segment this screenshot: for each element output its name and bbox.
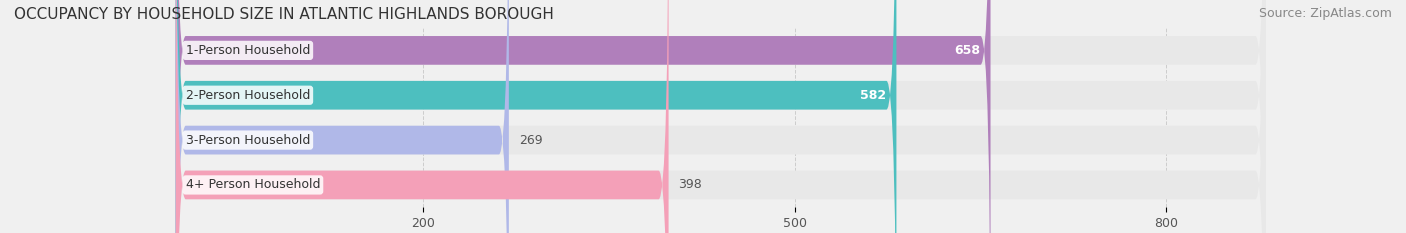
FancyBboxPatch shape	[176, 0, 1265, 233]
Text: 269: 269	[519, 134, 543, 147]
Text: 2-Person Household: 2-Person Household	[186, 89, 311, 102]
Text: 3-Person Household: 3-Person Household	[186, 134, 311, 147]
FancyBboxPatch shape	[176, 0, 1265, 233]
FancyBboxPatch shape	[176, 0, 1265, 233]
FancyBboxPatch shape	[176, 0, 1265, 233]
Text: 1-Person Household: 1-Person Household	[186, 44, 311, 57]
FancyBboxPatch shape	[176, 0, 509, 233]
Text: Source: ZipAtlas.com: Source: ZipAtlas.com	[1258, 7, 1392, 20]
FancyBboxPatch shape	[176, 0, 897, 233]
Text: 582: 582	[860, 89, 887, 102]
FancyBboxPatch shape	[176, 0, 669, 233]
Text: 658: 658	[955, 44, 980, 57]
Text: OCCUPANCY BY HOUSEHOLD SIZE IN ATLANTIC HIGHLANDS BOROUGH: OCCUPANCY BY HOUSEHOLD SIZE IN ATLANTIC …	[14, 7, 554, 22]
Text: 4+ Person Household: 4+ Person Household	[186, 178, 321, 192]
FancyBboxPatch shape	[176, 0, 990, 233]
Text: 398: 398	[679, 178, 702, 192]
